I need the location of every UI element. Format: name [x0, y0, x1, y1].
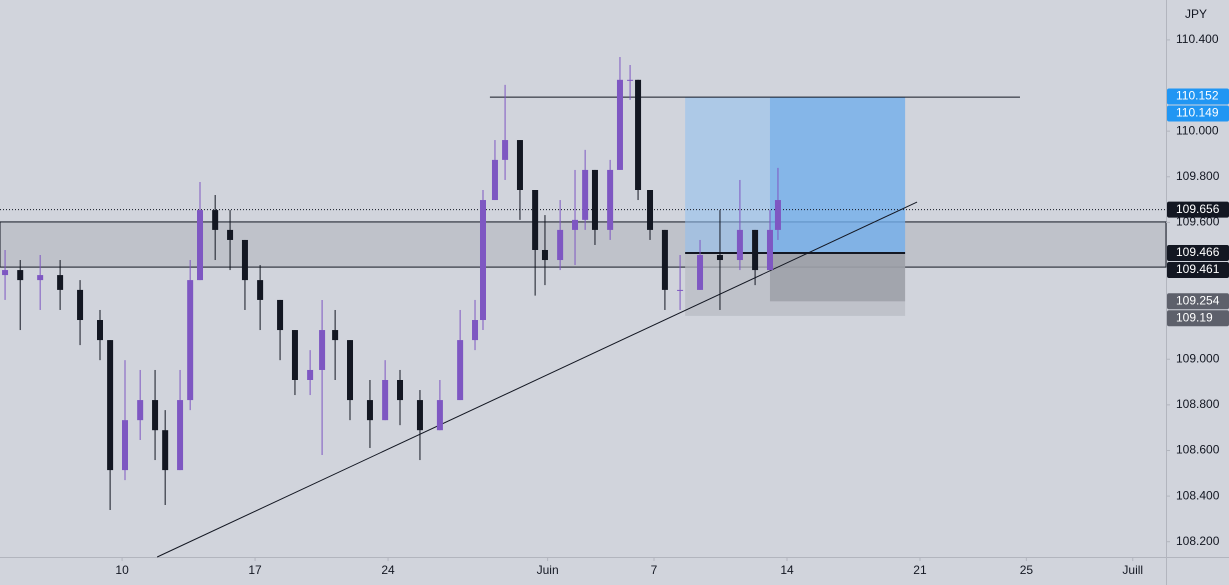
- target-area-active: [769, 97, 906, 253]
- price-label: 109.19: [1176, 310, 1213, 324]
- candle-body: [332, 330, 339, 341]
- x-tick-label: 10: [115, 563, 129, 577]
- price-label-box: [1167, 88, 1229, 105]
- candle-body: [516, 140, 523, 191]
- candle-body: [616, 79, 623, 170]
- trendline: [156, 201, 918, 558]
- y-tick-label: 110.000: [1176, 123, 1219, 137]
- stop-area-active: [769, 252, 906, 302]
- x-tick-label: Juin: [537, 563, 559, 577]
- candle-body: [197, 210, 204, 281]
- candle-body: [241, 239, 248, 281]
- candle-body: [635, 79, 642, 191]
- y-tick-label: 109.600: [1176, 215, 1220, 229]
- axes: 110.400 110.000 109.800 109.600 109.000 108.8…: [115, 32, 1229, 577]
- y-tick-label: 108.200: [1176, 534, 1220, 548]
- price-label: 110.152: [1176, 89, 1219, 103]
- candle-body: [532, 190, 539, 250]
- candle-body: [472, 320, 479, 341]
- currency-label: JPY: [1185, 7, 1207, 21]
- candle-body: [774, 200, 781, 230]
- candle-body: [177, 400, 184, 471]
- candle-body: [382, 380, 389, 421]
- y-tick-label: 109.800: [1176, 169, 1220, 183]
- candle-body: [257, 280, 264, 300]
- candle-body: [647, 190, 654, 230]
- y-tick-label: 109.000: [1176, 351, 1220, 365]
- candle-body: [277, 299, 284, 331]
- candle-body: [2, 270, 9, 276]
- candle-body: [77, 289, 84, 321]
- candle-body: [416, 400, 423, 431]
- candle-body: [661, 229, 668, 290]
- x-tick-label: 14: [780, 563, 794, 577]
- candle-body: [627, 79, 634, 81]
- candle-body: [366, 400, 373, 421]
- candle-body: [479, 200, 486, 321]
- candle-body: [37, 275, 44, 281]
- y-tick-label: 110.400: [1176, 32, 1219, 46]
- candle-body: [541, 249, 548, 261]
- candle-body: [582, 169, 589, 220]
- price-label: 110.149: [1176, 106, 1219, 120]
- candle-body: [187, 280, 194, 401]
- price-label-box: [1167, 261, 1229, 278]
- price-label: 109.461: [1176, 262, 1220, 276]
- candle-body: [572, 219, 579, 230]
- candle-body: [137, 400, 144, 421]
- plot-area: [0, 57, 1167, 558]
- x-tick-label: 21: [913, 563, 927, 577]
- candle-body: [307, 369, 314, 381]
- price-label-box: [1167, 310, 1229, 327]
- candle-body: [766, 229, 773, 271]
- candle-body: [752, 229, 759, 271]
- candle-body: [347, 340, 354, 401]
- price-label: 109.254: [1176, 293, 1220, 307]
- candle-body: [716, 255, 723, 261]
- candle-body: [736, 229, 743, 261]
- candle-body: [97, 320, 104, 341]
- x-tick-label: 7: [651, 563, 658, 577]
- price-label: 109.466: [1176, 245, 1220, 259]
- candle-body: [162, 430, 169, 471]
- candle-body: [502, 140, 509, 160]
- candle-body: [557, 229, 564, 261]
- candle-body: [227, 229, 234, 240]
- candle-body: [591, 169, 598, 230]
- y-tick-label: 108.400: [1176, 488, 1220, 502]
- candle-body: [491, 159, 498, 201]
- candle-body: [122, 420, 129, 471]
- x-tick-label: Juill: [1122, 563, 1143, 577]
- price-label-box: [1167, 201, 1229, 218]
- candle-body: [319, 330, 326, 370]
- y-tick-label: 108.600: [1176, 443, 1220, 457]
- x-tick-label: 25: [1020, 563, 1034, 577]
- candle-body: [57, 275, 64, 290]
- price-label-box: [1167, 244, 1229, 261]
- candle-body: [107, 340, 114, 471]
- candle-body: [291, 330, 298, 381]
- price-label-box: [1167, 293, 1229, 310]
- x-tick-label: 17: [248, 563, 262, 577]
- candle-body: [677, 289, 684, 291]
- y-tick-label: 108.800: [1176, 397, 1220, 411]
- x-tick-label: 24: [381, 563, 395, 577]
- candle-body: [17, 270, 24, 281]
- price-label: 109.656: [1176, 202, 1220, 216]
- candle-body: [436, 400, 443, 431]
- candle-body: [397, 380, 404, 401]
- candle-body: [212, 210, 219, 230]
- candle-body: [697, 255, 704, 290]
- support-zone: [0, 221, 1167, 268]
- candle-body: [607, 169, 614, 230]
- candle-body: [152, 400, 159, 431]
- price-label-box: [1167, 105, 1229, 122]
- candle-body: [457, 340, 464, 401]
